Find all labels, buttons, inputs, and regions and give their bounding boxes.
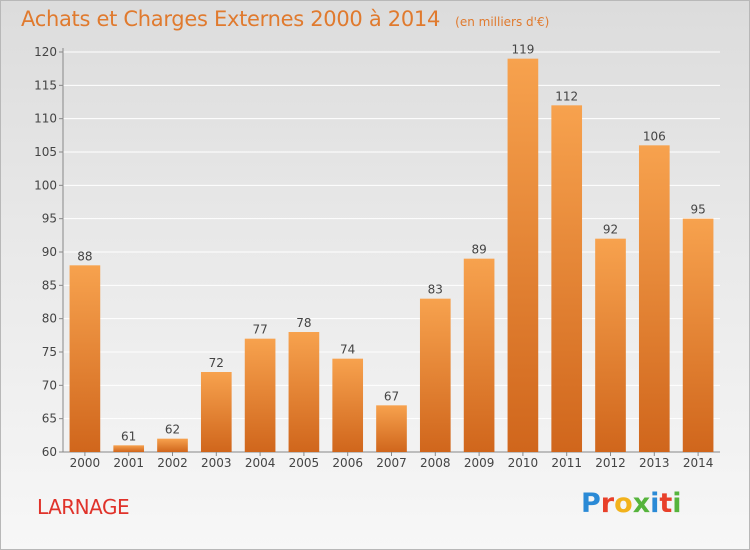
y-tick-label: 80 [42, 312, 57, 326]
title-row: Achats et Charges Externes 2000 à 2014 (… [21, 7, 549, 31]
bar [113, 445, 145, 452]
x-tick-label: 2005 [289, 456, 320, 470]
y-tick-label: 95 [42, 212, 57, 226]
x-tick-label: 2010 [508, 456, 539, 470]
x-tick-label: 2007 [376, 456, 407, 470]
x-tick-label: 2011 [551, 456, 582, 470]
y-tick-label: 85 [42, 278, 57, 292]
x-tick-label: 2012 [595, 456, 626, 470]
bar [244, 338, 276, 452]
bar-value-label: 88 [77, 249, 92, 263]
bar-value-label: 92 [603, 223, 618, 237]
bar-value-label: 61 [121, 429, 136, 443]
bar [69, 265, 101, 452]
y-tick-label: 65 [42, 412, 57, 426]
y-tick-label: 60 [42, 445, 57, 459]
brand-letter: i [672, 488, 682, 519]
bar-value-label: 72 [209, 356, 224, 370]
bar-value-label: 112 [555, 89, 578, 103]
x-tick-label: 2004 [245, 456, 276, 470]
y-tick-label: 100 [34, 178, 57, 192]
x-tick-label: 2000 [70, 456, 101, 470]
bar-value-label: 62 [165, 423, 180, 437]
y-tick-label: 115 [34, 78, 57, 92]
x-tick-label: 2001 [113, 456, 144, 470]
bar [376, 405, 407, 452]
bar-value-label: 78 [296, 316, 311, 330]
place-name: LARNAGE [37, 495, 130, 519]
x-tick-label: 2009 [464, 456, 495, 470]
bar [332, 358, 364, 452]
bar-value-label: 77 [252, 323, 267, 337]
bar-value-label: 95 [690, 203, 705, 217]
x-tick-label: 2013 [639, 456, 670, 470]
bar-value-label: 89 [471, 243, 486, 257]
brand-letter: x [632, 488, 651, 519]
brand-logo: Proxiti [581, 488, 682, 519]
bar [157, 438, 188, 452]
bar-value-label: 83 [428, 283, 443, 297]
bar [288, 332, 320, 452]
bar-value-label: 67 [384, 389, 399, 403]
y-tick-label: 90 [42, 245, 57, 259]
chart-subtitle: (en milliers d'€) [455, 15, 550, 29]
y-tick-label: 70 [42, 378, 57, 392]
y-tick-label: 120 [34, 45, 57, 59]
chart-title: Achats et Charges Externes 2000 à 2014 [21, 7, 441, 31]
y-tick-label: 75 [42, 345, 57, 359]
x-tick-label: 2014 [683, 456, 714, 470]
bar [507, 58, 539, 453]
brand-letter: o [614, 488, 633, 519]
brand-letter: i [650, 488, 660, 519]
x-tick-label: 2003 [201, 456, 232, 470]
bar [682, 218, 714, 452]
y-tick-label: 105 [34, 145, 57, 159]
bar-value-label: 106 [643, 129, 666, 143]
bar [200, 372, 232, 452]
bar [551, 105, 583, 452]
y-tick-label: 110 [34, 112, 57, 126]
bar-value-label: 74 [340, 343, 355, 357]
x-tick-label: 2002 [157, 456, 188, 470]
bar-value-label: 119 [511, 43, 534, 57]
brand-letter: r [600, 488, 615, 519]
x-tick-label: 2008 [420, 456, 451, 470]
brand-letter: P [581, 488, 601, 519]
bar [638, 145, 670, 453]
bar [419, 298, 451, 452]
bar [595, 238, 626, 452]
x-tick-label: 2006 [332, 456, 363, 470]
brand-letter: t [659, 488, 673, 519]
bar [463, 258, 495, 452]
